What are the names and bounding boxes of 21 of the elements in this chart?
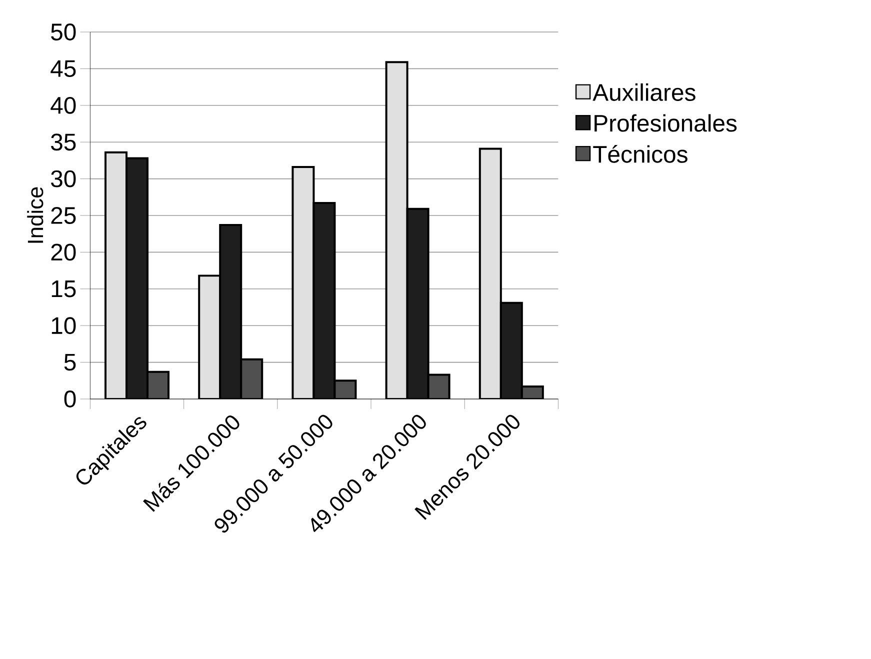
- y-tick-label: 15: [52, 280, 76, 298]
- bar: [385, 61, 408, 399]
- legend-label: Profesionales: [594, 114, 737, 132]
- bar: [292, 166, 315, 399]
- y-tick-label: 20: [51, 244, 76, 261]
- y-tick-label: 45: [50, 60, 76, 78]
- bar: [478, 148, 502, 399]
- y-tick-label: 40: [50, 96, 76, 114]
- y-tick-label: 50: [51, 24, 76, 40]
- bar: [126, 157, 148, 399]
- legend-label: Auxiliares: [592, 83, 696, 101]
- y-axis-title: Indice: [27, 187, 44, 243]
- legend-label: Técnicos: [593, 145, 688, 163]
- y-tick-label: 25: [51, 207, 76, 224]
- y-tick-label: 30: [50, 170, 76, 188]
- bar: [104, 151, 128, 399]
- y-tick-label: 0: [64, 390, 76, 408]
- bar: [312, 202, 336, 399]
- y-tick-label: 5: [64, 354, 76, 371]
- y-tick-label: 10: [52, 317, 76, 334]
- y-tick-label: 35: [50, 134, 76, 151]
